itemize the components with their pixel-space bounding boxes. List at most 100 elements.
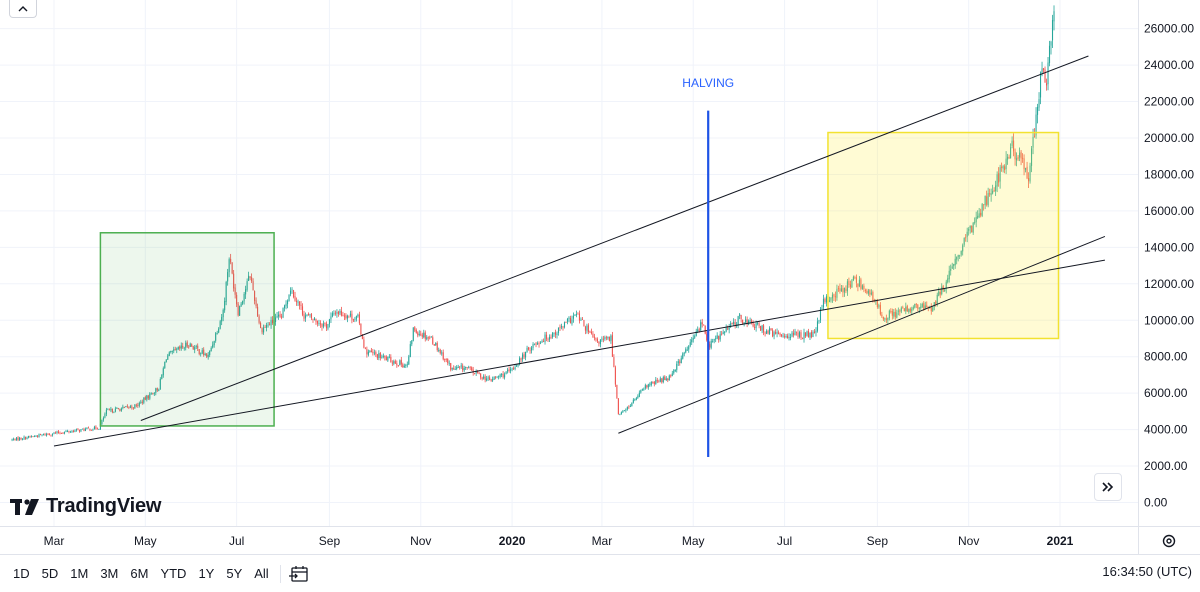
candle-body bbox=[396, 363, 398, 365]
candle-body bbox=[402, 364, 404, 368]
candle-body bbox=[559, 327, 561, 329]
candle-body bbox=[668, 375, 670, 381]
candle-body bbox=[797, 332, 799, 337]
candle-body bbox=[525, 351, 527, 358]
candle-body bbox=[724, 332, 726, 333]
candle-body bbox=[743, 322, 745, 325]
range-all[interactable]: All bbox=[254, 566, 269, 581]
candle-body bbox=[912, 307, 914, 310]
candle-body bbox=[547, 339, 549, 341]
candle-body bbox=[155, 388, 157, 393]
scroll-to-realtime-button[interactable] bbox=[1094, 473, 1122, 501]
candle-body bbox=[783, 336, 786, 338]
candle-body bbox=[1035, 114, 1037, 136]
candle-body bbox=[435, 343, 437, 346]
candle-body bbox=[590, 331, 592, 334]
tradingview-logo[interactable]: TradingView bbox=[10, 495, 161, 518]
candle-body bbox=[372, 351, 374, 353]
range-1d[interactable]: 1D bbox=[13, 566, 30, 581]
candle-body bbox=[307, 313, 310, 316]
candle-body bbox=[641, 389, 643, 391]
candle-body bbox=[475, 370, 477, 374]
candle-body bbox=[876, 300, 878, 307]
candle-body bbox=[462, 365, 464, 371]
candle-body bbox=[141, 401, 143, 403]
chart-settings-button[interactable] bbox=[1160, 532, 1178, 550]
candle-body bbox=[215, 333, 217, 341]
candle-body bbox=[574, 314, 576, 316]
candle-body bbox=[828, 300, 831, 302]
candle-body bbox=[252, 281, 254, 291]
candle-body bbox=[222, 309, 224, 318]
range-6m[interactable]: 6M bbox=[130, 566, 149, 581]
candle-body bbox=[421, 334, 423, 337]
candle-body bbox=[960, 250, 962, 255]
candle-body bbox=[161, 374, 163, 380]
candle-body bbox=[742, 319, 744, 324]
candle-body bbox=[379, 353, 381, 358]
candle-body bbox=[536, 343, 539, 345]
candle-body bbox=[471, 367, 473, 371]
candle-body bbox=[825, 296, 828, 303]
candle-body bbox=[433, 344, 435, 346]
candle-body bbox=[818, 320, 820, 322]
candle-body bbox=[71, 430, 73, 432]
candle-body bbox=[266, 324, 268, 328]
candle-body bbox=[260, 322, 262, 329]
range-5d[interactable]: 5D bbox=[41, 566, 59, 581]
candle-body bbox=[188, 346, 190, 348]
candle-body bbox=[399, 360, 401, 366]
candle-body bbox=[745, 319, 747, 323]
candle-body bbox=[514, 367, 516, 370]
candle-body bbox=[272, 319, 274, 323]
candle-body bbox=[504, 374, 506, 378]
candle-body bbox=[62, 433, 64, 435]
candle-body bbox=[66, 431, 69, 432]
candle-body bbox=[619, 414, 621, 416]
candle-body bbox=[719, 334, 721, 340]
candle-body bbox=[191, 344, 193, 347]
candle-body bbox=[280, 316, 283, 318]
candle-body bbox=[122, 406, 124, 409]
candle-body bbox=[544, 334, 546, 343]
candle-body bbox=[83, 428, 85, 431]
candle-body bbox=[86, 427, 88, 430]
candle-body bbox=[1020, 151, 1022, 159]
candle-body bbox=[954, 258, 956, 266]
candles bbox=[11, 5, 1055, 442]
candle-body bbox=[713, 339, 715, 341]
candle-body bbox=[710, 340, 712, 348]
candle-body bbox=[586, 325, 588, 331]
candle-body bbox=[331, 313, 333, 317]
range-ytd[interactable]: YTD bbox=[160, 566, 187, 581]
candle-body bbox=[90, 430, 92, 431]
collapse-button[interactable] bbox=[9, 0, 37, 18]
price-chart[interactable]: 0.00 2000.00 4000.00 6000.00 8000.00 10000.00… bbox=[0, 0, 1200, 554]
candle-body bbox=[44, 434, 46, 436]
range-3m[interactable]: 3M bbox=[100, 566, 119, 581]
candle-body bbox=[358, 314, 360, 324]
clock-timezone[interactable]: 16:34:50 (UTC) bbox=[1102, 564, 1192, 579]
date-range-button[interactable] bbox=[288, 565, 309, 583]
candle-body bbox=[822, 298, 825, 308]
range-1m[interactable]: 1M bbox=[70, 566, 89, 581]
time-tick-label: 2021 bbox=[1047, 534, 1074, 548]
candle-body bbox=[257, 306, 259, 316]
candle-body bbox=[474, 373, 476, 374]
range-1y[interactable]: 1Y bbox=[198, 566, 215, 581]
price-tick-label: 8000.00 bbox=[1144, 350, 1188, 364]
candle-body bbox=[477, 371, 479, 374]
candle-body bbox=[336, 312, 338, 314]
candle-body bbox=[863, 285, 865, 290]
candle-body bbox=[878, 305, 880, 307]
time-axis: Mar May Jul Sep Nov 2020 Mar May Jul Sep Nov 2021 bbox=[44, 534, 1074, 548]
candle-body bbox=[495, 376, 497, 378]
candle-body bbox=[1005, 158, 1007, 170]
candle-body bbox=[397, 365, 399, 366]
price-tick-label: 2000.00 bbox=[1144, 459, 1188, 473]
range-5y[interactable]: 5Y bbox=[226, 566, 243, 581]
candle-body bbox=[126, 405, 128, 407]
time-tick-label: 2020 bbox=[499, 534, 526, 548]
candle-body bbox=[523, 354, 525, 358]
candle-body bbox=[716, 335, 718, 339]
